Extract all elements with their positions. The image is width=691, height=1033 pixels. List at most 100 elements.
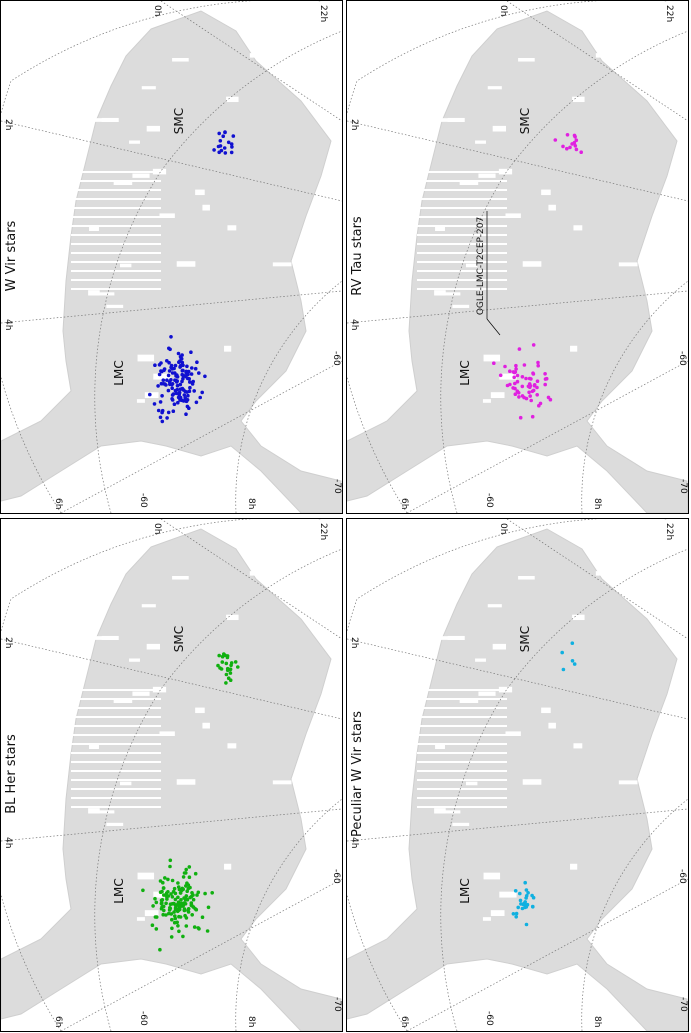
footprint-stripe [417,788,507,790]
footprint-gap [492,643,507,650]
star-point [190,913,194,917]
star-point [170,917,174,922]
star-point [513,386,517,391]
star-point [172,920,177,925]
star-point [159,369,163,373]
star-point [156,408,161,413]
star-point [233,660,238,664]
star-point [166,894,171,898]
star-point [528,394,532,398]
star-point [230,145,234,149]
lmc-label: LMC [112,360,126,385]
star-point [183,396,187,400]
star-point [224,672,229,677]
footprint-stripe [71,689,161,691]
star-point [192,389,196,393]
footprint-gap [522,261,542,267]
star-point [184,867,188,872]
footprint-gap [572,614,585,621]
star-point [169,912,174,916]
footprint-gap [146,125,161,132]
star-point [513,889,518,893]
star-point [152,402,157,406]
star-point [524,376,528,381]
star-point [572,662,577,666]
star-point [184,371,189,376]
footprint-gap [475,658,486,662]
tick-label: 22h [318,523,328,540]
star-point [166,388,171,393]
footprint-stripe [417,716,507,718]
footprint-gap [224,863,232,870]
star-point [198,395,202,400]
star-point [515,379,520,384]
star-point [184,924,189,928]
footprint-stripe [71,770,161,772]
star-point [153,915,158,919]
star-point [523,880,527,885]
footprint-stripe [417,216,507,218]
star-point [183,896,188,900]
tick-label: 8h [246,498,256,509]
star-point [186,907,191,911]
star-point [189,350,193,355]
footprint-stripe [417,261,507,263]
star-point [543,372,547,376]
footprint-stripe [71,180,161,182]
star-point [529,398,533,403]
star-point [148,392,152,397]
footprint-stripe [417,752,507,754]
footprint-gap [120,781,132,786]
footprint-gap [440,292,461,296]
footprint-gap [87,118,106,122]
star-point [176,395,181,400]
tick-label: -70 [678,479,688,494]
footprint-gap [573,743,583,749]
annotation-label: OGLE-LMC-T2CEP-207 [476,217,486,315]
star-point [157,372,162,377]
footprint-stripe [417,770,507,772]
star-point [223,151,228,155]
survey-footprint [1,528,342,1031]
footprint-stripe [417,270,507,272]
star-point [172,910,176,914]
star-point [192,925,197,929]
star-point [200,915,205,919]
star-point [161,378,166,383]
star-point [170,367,175,371]
lmc-label: LMC [458,878,472,903]
star-point [224,681,228,685]
footprint-gap [272,262,292,267]
star-point [158,415,163,420]
star-point [523,905,527,910]
footprint-gap [141,604,156,608]
footprint-gap [572,96,585,103]
star-point [218,139,223,143]
star-point [183,902,188,906]
ra-grid-line [160,519,342,640]
star-point [170,393,175,397]
star-point [531,343,536,347]
smc-label: SMC [172,626,186,652]
ra-grid-line [506,519,688,640]
dec-grid-line [1,1,321,513]
tick-label: 22h [664,523,674,540]
footprint-gap [146,643,161,650]
star-point [194,400,199,405]
star-point [178,387,183,392]
star-point [186,393,190,398]
star-point [515,373,520,378]
footprint-stripe [417,806,507,808]
star-point [176,400,180,405]
star-point [195,360,199,365]
footprint-gap [274,575,286,583]
star-point [531,372,536,376]
star-point [543,382,547,387]
ra-grid-line [406,878,688,1031]
footprint-gap [113,180,133,186]
star-point [574,138,579,142]
footprint-gap [153,373,171,380]
footprint-gap [548,722,556,729]
footprint-gap [505,213,521,218]
footprint-stripe [71,216,161,218]
